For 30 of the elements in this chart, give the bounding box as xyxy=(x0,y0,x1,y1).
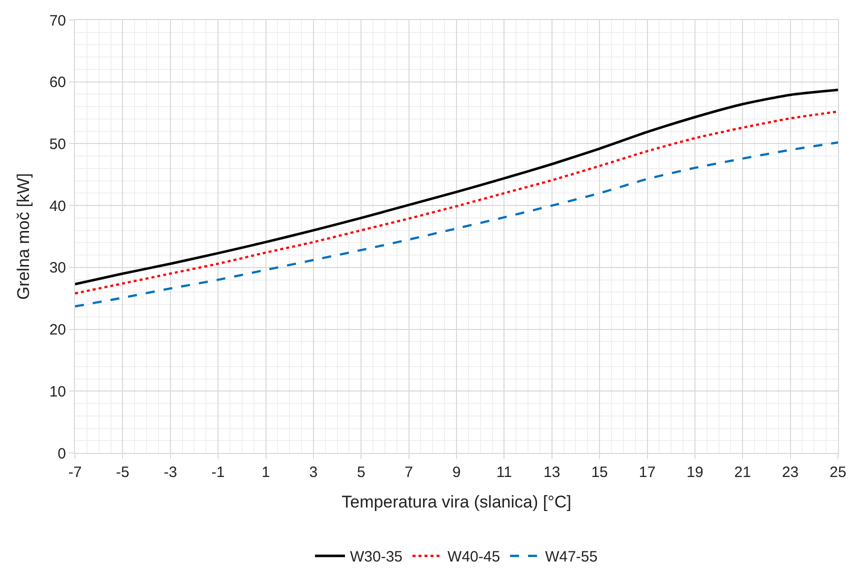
y-tick-label: 70 xyxy=(49,12,66,30)
legend-label: W40-45 xyxy=(448,548,500,566)
x-tick-label: 15 xyxy=(591,464,608,481)
x-tick-label: 23 xyxy=(782,464,799,481)
y-tick-label: 0 xyxy=(58,445,66,462)
legend-label: W30-35 xyxy=(350,548,403,566)
x-tick-label: -5 xyxy=(116,464,130,481)
x-tick-label: 7 xyxy=(404,464,413,481)
x-tick-label: -3 xyxy=(164,464,178,481)
y-tick-label: 40 xyxy=(49,198,66,215)
x-tick-label: 17 xyxy=(638,464,656,481)
y-tick-label: 30 xyxy=(49,260,66,277)
x-tick-label: -1 xyxy=(211,464,225,481)
y-tick-label: 20 xyxy=(49,322,66,339)
x-tick-label: 13 xyxy=(544,464,560,481)
x-tick-label: 9 xyxy=(452,464,461,481)
x-tick-label: 19 xyxy=(686,464,704,481)
legend-label: W47-55 xyxy=(545,548,598,566)
y-tick-label: 60 xyxy=(49,74,66,92)
x-tick-label: -7 xyxy=(68,464,82,481)
x-tick-label: 5 xyxy=(356,464,366,481)
x-axis-title: Temperatura vira (slanica) [°C] xyxy=(342,492,572,512)
y-tick-label: 50 xyxy=(49,136,66,153)
y-tick-label: 10 xyxy=(49,383,66,400)
x-tick-label: 11 xyxy=(496,464,512,481)
x-tick-label: 25 xyxy=(830,464,846,481)
x-tick-label: 3 xyxy=(309,464,318,481)
y-axis-title: Grelna moč [kW] xyxy=(14,173,33,300)
x-tick-label: 1 xyxy=(262,464,270,481)
x-tick-label: 21 xyxy=(734,464,751,481)
